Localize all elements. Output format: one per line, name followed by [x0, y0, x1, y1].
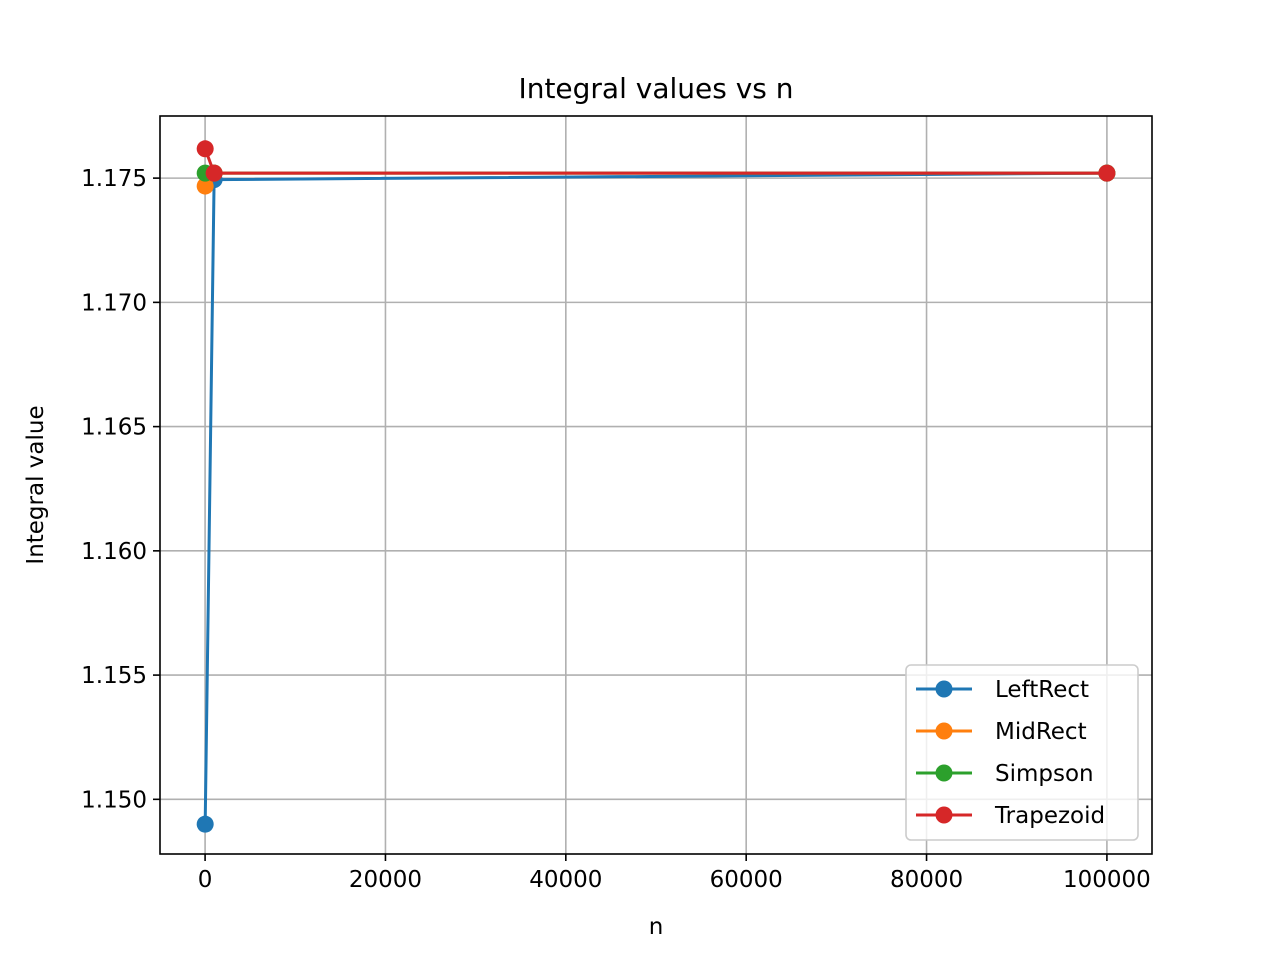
chart-title: Integral values vs n	[518, 72, 793, 105]
legend-label: Simpson	[995, 761, 1094, 787]
legend-item-trapezoid: Trapezoid	[916, 803, 1105, 829]
legend-label: Trapezoid	[994, 803, 1105, 829]
y-tick-label: 1.175	[81, 166, 147, 192]
data-point	[1098, 164, 1116, 182]
y-tick-label: 1.170	[81, 290, 147, 316]
x-tick-label: 80000	[890, 867, 963, 893]
y-tick-label: 1.150	[81, 787, 147, 813]
legend-marker	[935, 806, 953, 824]
legend-box	[905, 664, 1139, 841]
legend-item-leftrect: LeftRect	[916, 677, 1089, 703]
legend-label: MidRect	[995, 719, 1087, 745]
legend-marker	[935, 722, 953, 740]
data-point	[196, 177, 214, 195]
data-point	[205, 164, 223, 182]
legend-item-simpson: Simpson	[916, 761, 1094, 787]
x-tick-label: 20000	[349, 867, 422, 893]
data-point	[196, 140, 214, 158]
x-tick-label: 100000	[1063, 867, 1151, 893]
legend: LeftRect MidRect Simpson Trapezoid	[905, 664, 1139, 841]
y-axis-label: Integral value	[23, 405, 49, 564]
series-trapezoid	[196, 140, 1116, 182]
x-ticks: 0 20000 40000 60000 80000 100000	[198, 854, 1151, 893]
x-tick-label: 60000	[710, 867, 783, 893]
legend-marker	[935, 680, 953, 698]
x-tick-label: 0	[198, 867, 213, 893]
x-axis-label: n	[649, 914, 664, 940]
series-layer	[196, 140, 1116, 833]
legend-label: LeftRect	[995, 677, 1089, 703]
x-tick-label: 40000	[529, 867, 602, 893]
grid	[160, 116, 1152, 854]
y-ticks: 1.150 1.155 1.160 1.165 1.170 1.175	[81, 166, 160, 813]
legend-item-midrect: MidRect	[916, 719, 1087, 745]
y-tick-label: 1.165	[81, 415, 147, 441]
data-point	[196, 815, 214, 833]
y-tick-label: 1.155	[81, 663, 147, 689]
y-tick-label: 1.160	[81, 539, 147, 565]
legend-marker	[935, 764, 953, 782]
plot-frame	[159, 115, 1153, 855]
